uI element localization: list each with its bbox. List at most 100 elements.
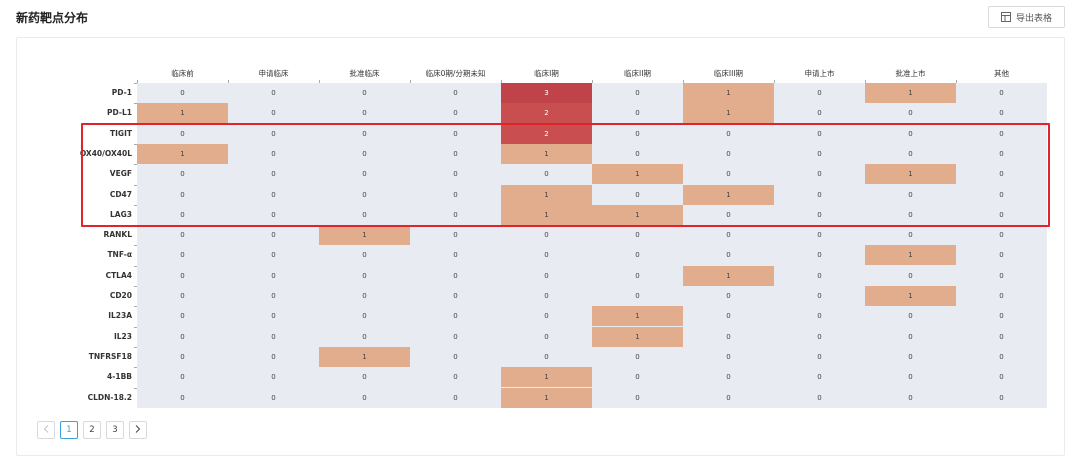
cell-value-label: 0 [635, 373, 640, 382]
cell-value-label: 0 [817, 231, 822, 240]
cell-value-label: 0 [817, 129, 822, 138]
cell-value-label: 0 [999, 129, 1004, 138]
cell-value-label: 0 [908, 149, 913, 158]
cell-value-label: 0 [271, 271, 276, 280]
cell-value-label: 0 [180, 292, 185, 300]
cell-value-label: 1 [544, 190, 549, 199]
column-label: 申请临床 [258, 69, 289, 78]
cell-value-label: 1 [635, 312, 640, 321]
cell-value-label: 0 [453, 251, 458, 260]
cell-value-label: 0 [726, 210, 731, 219]
pagination-page-2[interactable]: 2 [83, 421, 101, 439]
row-tick [134, 346, 137, 348]
cell-value-label: 0 [271, 292, 276, 300]
cell-value-label: 1 [908, 292, 913, 300]
heatmap-cell[interactable] [501, 204, 592, 225]
pagination-page-1[interactable]: 1 [60, 421, 78, 439]
cell-value-label: 0 [726, 352, 731, 361]
row-label: CD20 [109, 291, 132, 300]
cell-value-label: 0 [453, 393, 458, 402]
heatmap-cell[interactable] [592, 204, 683, 225]
row-label: PD-1 [111, 88, 132, 97]
heatmap-cell[interactable] [501, 83, 592, 103]
cell-value-label: 1 [362, 352, 367, 361]
cell-value-label: 0 [999, 373, 1004, 382]
pagination-next-button[interactable] [129, 421, 147, 439]
heatmap-cell[interactable] [319, 346, 410, 367]
cell-value-label: 0 [180, 89, 185, 97]
heatmap-cell[interactable] [865, 164, 956, 185]
heatmap-cell[interactable] [319, 225, 410, 246]
row-tick [134, 83, 137, 84]
cell-value-label: 0 [362, 129, 367, 138]
heatmap-cell[interactable] [501, 367, 592, 388]
heatmap-cell[interactable] [501, 184, 592, 205]
cell-value-label: 0 [635, 149, 640, 158]
heatmap-cell[interactable] [137, 103, 228, 124]
column-label: 临床前 [171, 69, 194, 78]
cell-value-label: 0 [635, 109, 640, 118]
cell-value-label: 0 [908, 312, 913, 321]
cell-value-label: 0 [271, 190, 276, 199]
cell-value-label: 0 [271, 373, 276, 382]
column-label: 临床I期 [534, 69, 559, 78]
cell-value-label: 0 [453, 89, 458, 97]
heatmap-cell[interactable] [683, 103, 774, 124]
heatmap-cell[interactable] [592, 164, 683, 185]
cell-value-label: 0 [362, 292, 367, 300]
cell-value-label: 0 [635, 393, 640, 402]
row-tick [134, 184, 137, 186]
row-tick [134, 367, 137, 369]
cell-value-label: 1 [726, 109, 731, 118]
cell-value-label: 0 [817, 393, 822, 402]
cell-value-label: 3 [544, 89, 549, 97]
column-tick [774, 80, 775, 83]
cell-value-label: 0 [362, 271, 367, 280]
heatmap-cell[interactable] [865, 245, 956, 266]
heatmap-cell[interactable] [683, 83, 774, 103]
cell-value-label: 0 [180, 312, 185, 321]
heatmap-cell[interactable] [683, 265, 774, 286]
cell-value-label: 1 [908, 89, 913, 97]
cell-value-label: 0 [271, 170, 276, 179]
row-label: IL23A [108, 311, 132, 321]
heatmap-cell[interactable] [865, 83, 956, 103]
column-tick [956, 80, 957, 83]
column-label: 临床III期 [713, 69, 744, 78]
heatmap-cell[interactable] [501, 123, 592, 144]
cell-value-label: 0 [817, 251, 822, 260]
cell-value-label: 0 [726, 373, 731, 382]
heatmap-cell[interactable] [501, 387, 592, 408]
cell-value-label: 0 [817, 109, 822, 118]
pagination-page-3[interactable]: 3 [106, 421, 124, 439]
cell-value-label: 0 [362, 190, 367, 199]
cell-value-label: 0 [271, 89, 276, 97]
cell-value-label: 0 [817, 312, 822, 321]
export-table-label: 导出表格 [1015, 13, 1052, 24]
cell-value-label: 0 [544, 170, 549, 179]
heatmap-cell[interactable] [501, 103, 592, 124]
pagination-prev-button[interactable] [37, 421, 55, 439]
spreadsheet-icon [1000, 12, 1011, 22]
cell-value-label: 0 [271, 393, 276, 402]
heatmap-cell[interactable] [592, 326, 683, 347]
cell-value-label: 0 [271, 352, 276, 361]
export-table-button[interactable]: 导出表格 [988, 6, 1065, 28]
heatmap-cell[interactable] [683, 184, 774, 205]
cell-value-label: 0 [908, 352, 913, 361]
cell-value-label: 0 [999, 210, 1004, 219]
heatmap-cell[interactable] [137, 143, 228, 164]
cell-value-label: 1 [726, 89, 731, 97]
cell-value-label: 2 [544, 109, 549, 118]
heatmap-cell[interactable] [865, 286, 956, 306]
column-tick [865, 80, 866, 83]
cell-value-label: 0 [635, 231, 640, 240]
cell-value-label: 0 [726, 332, 731, 341]
cell-value-label: 0 [817, 332, 822, 341]
cell-value-label: 0 [817, 190, 822, 199]
row-tick [134, 326, 137, 328]
row-label: OX40/OX40L [79, 148, 132, 158]
heatmap-cell[interactable] [592, 306, 683, 327]
cell-value-label: 0 [362, 251, 367, 260]
heatmap-cell[interactable] [501, 143, 592, 164]
